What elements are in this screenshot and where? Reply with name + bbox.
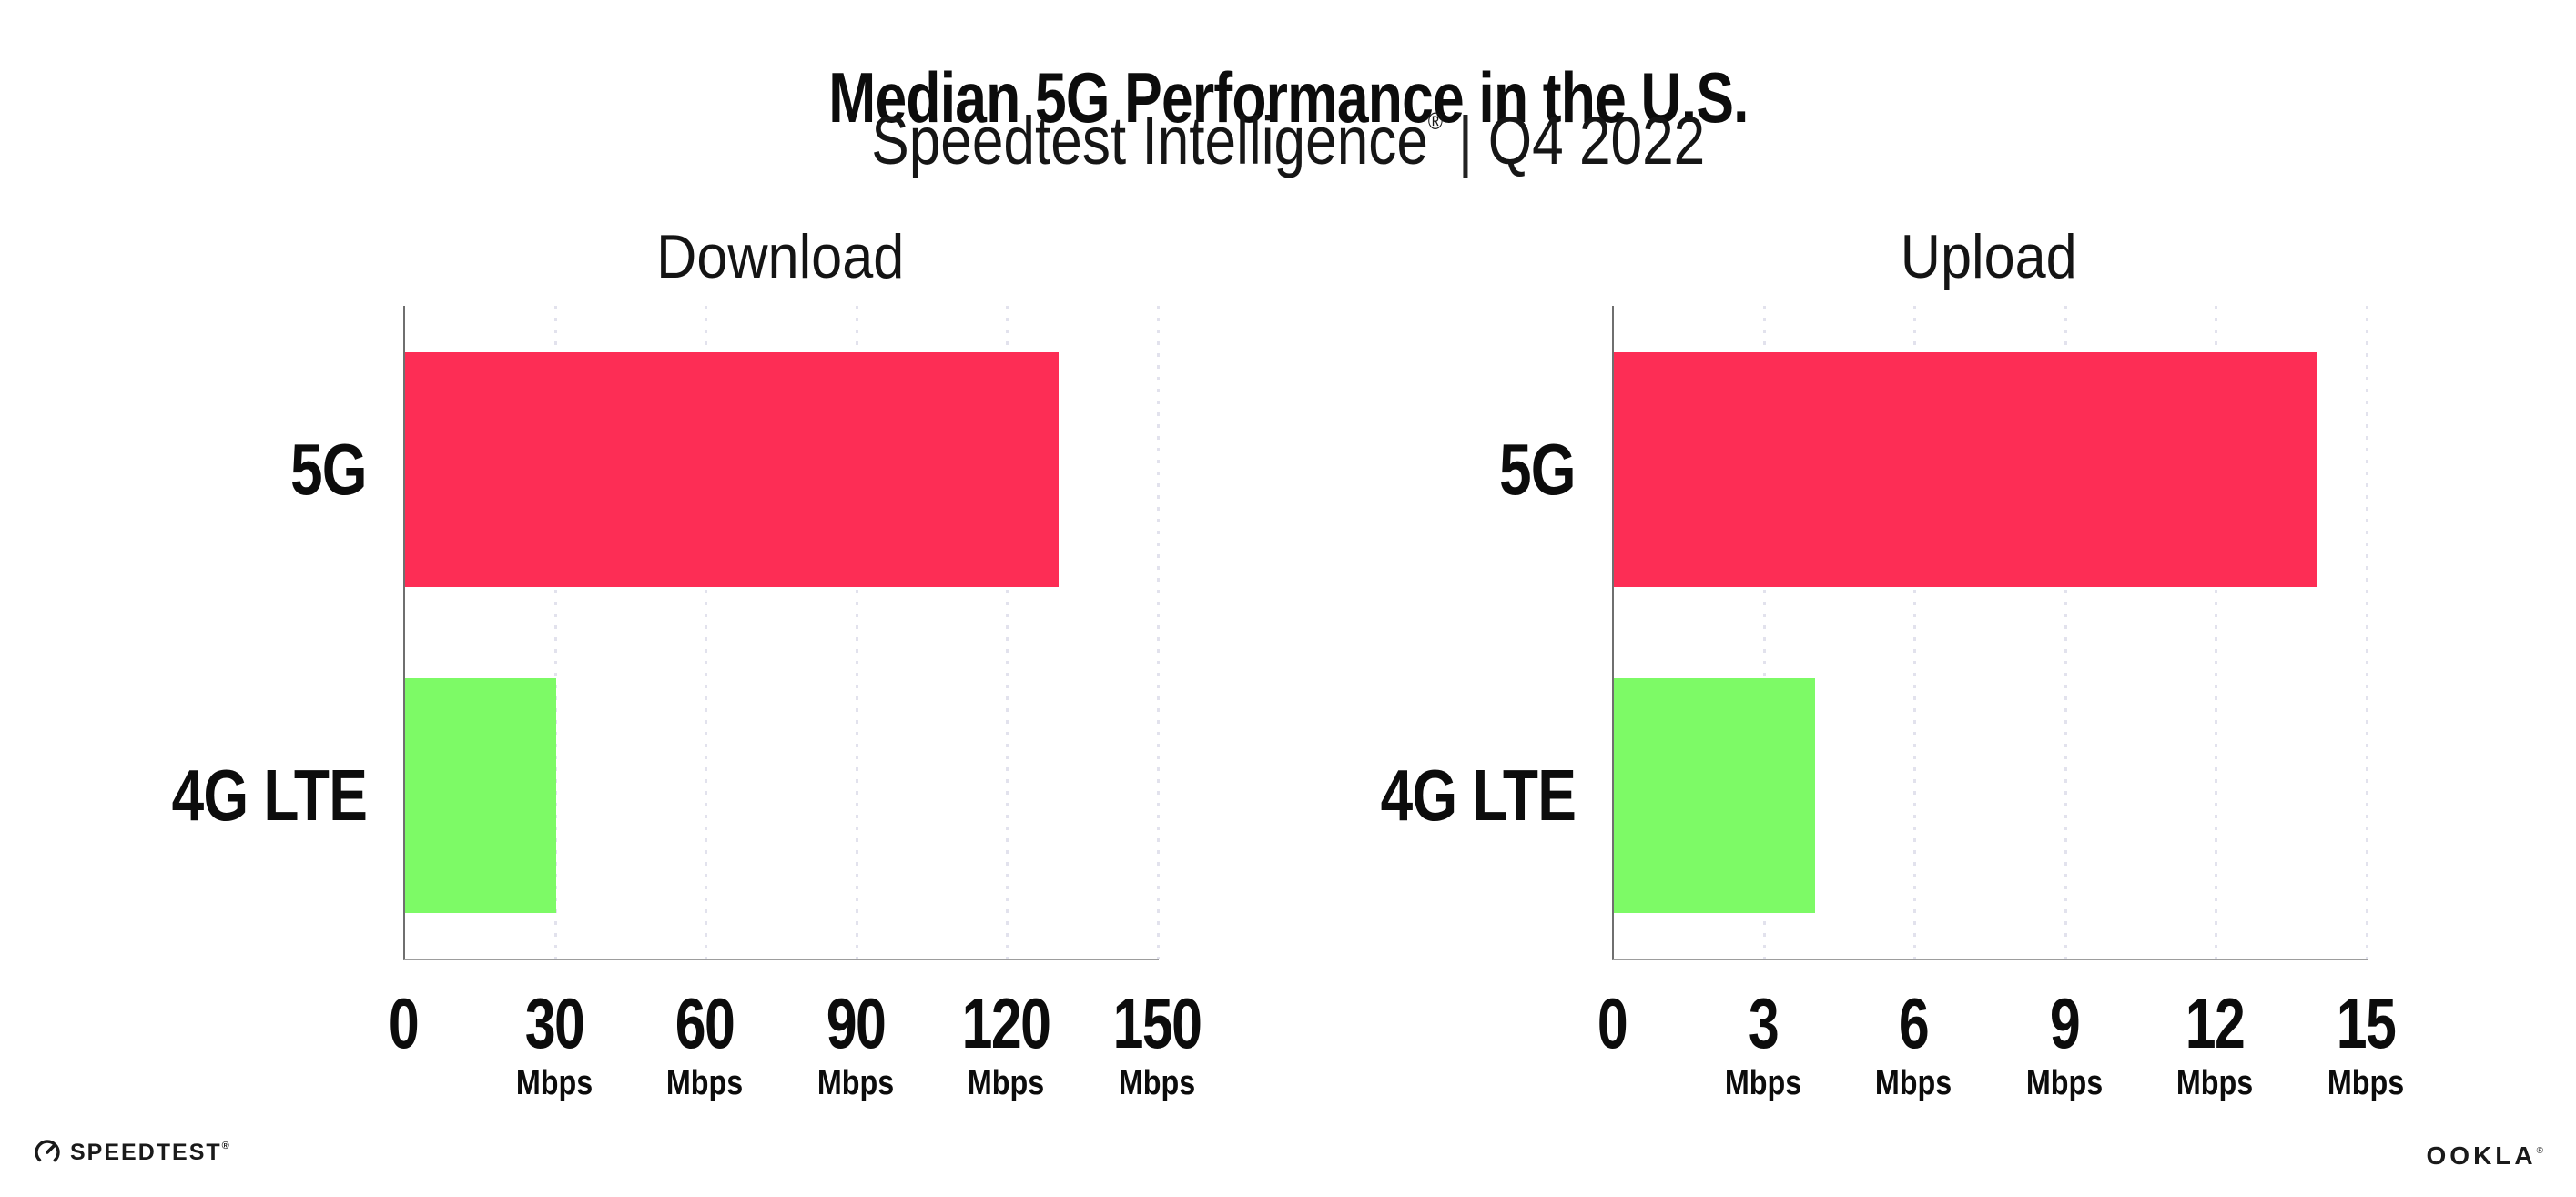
x-tick-value: 120 [961, 983, 1051, 1063]
chart-download: Download 5G 4G LTE 0 30 Mbps 60 Mbps 90 Mbps 120 Mb… [76, 218, 1212, 1129]
gridline-60 [705, 306, 708, 959]
speedtest-wordmark-text: SPEEDTEST [70, 1139, 222, 1165]
category-labels: 5G 4G LTE [76, 306, 368, 959]
x-tick-value: 9 [2049, 983, 2081, 1063]
x-tick-value: 30 [524, 983, 584, 1063]
x-tick-9: 9 Mbps [2019, 988, 2109, 1101]
category-label-5g: 5G [290, 429, 368, 510]
registered-trademark-icon: ® [1427, 107, 1443, 135]
gridline-30 [553, 306, 557, 959]
bar-4g-lte [405, 678, 556, 913]
x-tick-value: 15 [2336, 983, 2397, 1063]
x-tick-value: 0 [388, 983, 420, 1063]
gridline-3 [1762, 306, 1766, 959]
x-tick-value: 150 [1112, 983, 1202, 1063]
x-axis-download: 0 30 Mbps 60 Mbps 90 Mbps 120 Mbps 150 Mbps [389, 988, 1202, 1124]
x-tick-unit: Mbps [1118, 1064, 1196, 1102]
gridline-90 [855, 306, 858, 959]
category-labels: 5G 4G LTE [1284, 306, 1577, 959]
chart-upload: Upload 5G 4G LTE 0 3 Mbps 6 Mbps 9 Mbps 12 Mbps 15 Mb… [1284, 218, 2420, 1129]
x-tick-unit: Mbps [816, 1064, 894, 1102]
x-tick-value: 3 [1748, 983, 1779, 1063]
x-tick-150: 150 Mbps [1100, 988, 1213, 1101]
x-tick-unit: Mbps [1875, 1064, 1952, 1102]
page-title-text: Median 5G Performance in the U.S. [827, 57, 1749, 138]
ookla-logo: OOKLA® [2427, 1143, 2543, 1169]
ookla-trademark-icon: ® [2536, 1146, 2543, 1156]
x-tick-unit: Mbps [2176, 1064, 2254, 1102]
plot-area-download [403, 306, 1160, 960]
page-subtitle: Speedtest Intelligence® | Q4 2022 [0, 104, 2576, 178]
gridline-15 [2366, 306, 2368, 959]
x-axis-upload: 0 3 Mbps 6 Mbps 9 Mbps 12 Mbps 15 Mbps [1597, 988, 2404, 1124]
bar-5g [405, 352, 1059, 587]
subtitle-period: Q4 2022 [1487, 103, 1706, 178]
x-tick-3: 3 Mbps [1718, 988, 1808, 1101]
chart-title-download: Download [403, 226, 1157, 288]
speedtest-wordmark: SPEEDTEST® [70, 1141, 229, 1164]
x-tick-6: 6 Mbps [1869, 988, 1959, 1101]
x-tick-value: 6 [1899, 983, 1930, 1063]
x-tick-unit: Mbps [2327, 1064, 2405, 1102]
x-tick-60: 60 Mbps [660, 988, 750, 1101]
plot-area-upload [1612, 306, 2368, 960]
x-tick-unit: Mbps [2025, 1064, 2103, 1102]
subtitle-brand: Speedtest Intelligence [870, 103, 1428, 178]
bar-4g-lte [1614, 678, 1815, 913]
x-tick-unit: Mbps [515, 1064, 593, 1102]
ookla-wordmark: OOKLA [2426, 1141, 2537, 1170]
gridline-150 [1157, 306, 1160, 959]
x-tick-value: 0 [1597, 983, 1628, 1063]
chart-title-text: Upload [1901, 222, 2077, 291]
x-tick-value: 90 [826, 983, 887, 1063]
chart-title-upload: Upload [1612, 226, 2366, 288]
subtitle-text: Speedtest Intelligence® | Q4 2022 [871, 104, 1705, 178]
x-tick-unit: Mbps [1724, 1064, 1801, 1102]
gridline-120 [1006, 306, 1009, 959]
category-label-4g-lte: 4G LTE [171, 755, 368, 836]
x-tick-15: 15 Mbps [2320, 988, 2410, 1101]
category-label-5g: 5G [1499, 429, 1577, 510]
x-tick-unit: Mbps [968, 1064, 1045, 1102]
x-tick-12: 12 Mbps [2170, 988, 2260, 1101]
x-tick-value: 60 [674, 983, 735, 1063]
page-title: Median 5G Performance in the U.S. [0, 62, 2576, 133]
subtitle-separator: | [1457, 103, 1473, 178]
x-tick-0: 0 [1593, 988, 1630, 1059]
speedtest-gauge-icon [35, 1140, 60, 1165]
x-tick-90: 90 Mbps [810, 988, 900, 1101]
speedtest-trademark-icon: ® [221, 1140, 229, 1151]
gridline-6 [1913, 306, 1917, 959]
speedtest-logo: SPEEDTEST® [33, 1138, 229, 1167]
x-tick-120: 120 Mbps [949, 988, 1062, 1101]
gridline-9 [2064, 306, 2067, 959]
category-label-4g-lte: 4G LTE [1380, 755, 1577, 836]
x-tick-value: 12 [2186, 983, 2246, 1063]
x-tick-0: 0 [384, 988, 421, 1059]
x-tick-30: 30 Mbps [509, 988, 599, 1101]
x-tick-unit: Mbps [666, 1064, 744, 1102]
gridline-12 [2215, 306, 2218, 959]
bar-5g [1614, 352, 2317, 587]
chart-title-text: Download [655, 222, 905, 291]
